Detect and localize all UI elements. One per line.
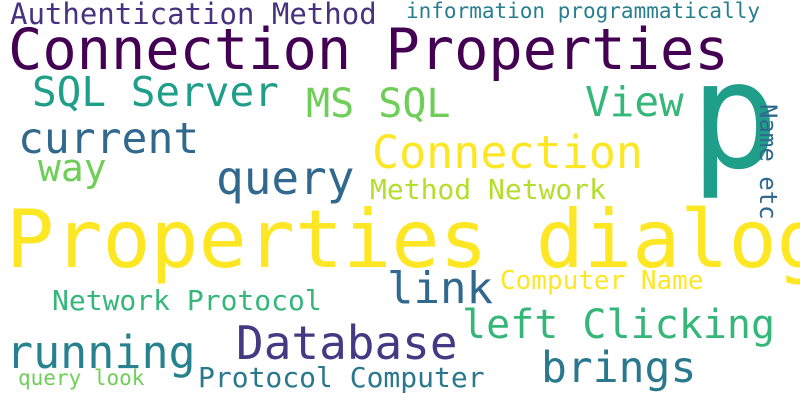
word-ms-sql: MS SQL (306, 84, 451, 124)
word-query-look: query look (18, 368, 144, 389)
word-way: way (38, 149, 107, 187)
word-left-clicking: left Clicking (462, 305, 775, 345)
word-sql-server: SQL Server (32, 72, 279, 113)
word-computer-name: Computer Name (500, 268, 704, 294)
word-view: View (585, 82, 684, 123)
word-network-protocol: Network Protocol (52, 287, 322, 315)
word-connection: Connection (372, 130, 643, 175)
word-brings: brings (541, 347, 696, 390)
word-database: Database (236, 320, 458, 366)
word-protocol-computer: Protocol Computer (198, 364, 485, 392)
